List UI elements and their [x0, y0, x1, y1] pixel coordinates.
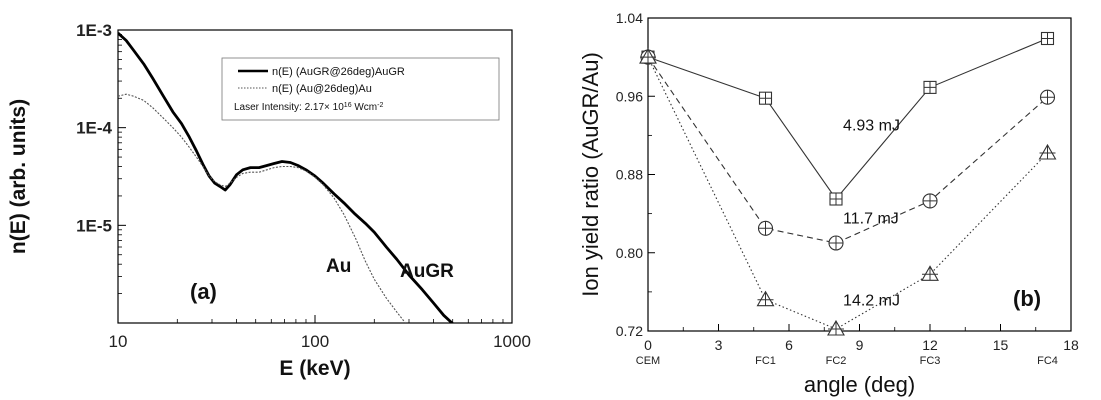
data-point-11-7-mj-4 [1039, 89, 1056, 105]
legend-label-au: n(E) (Au@26deg)Au [272, 83, 372, 95]
y-tick-label-1e-4: 1E-4 [76, 119, 112, 138]
panel-a-x-axis-label: E (keV) [279, 357, 350, 380]
marker-plus [757, 291, 774, 306]
note-unit-exponent: -2 [377, 102, 383, 109]
panel-a-legend: n(E) (AuGR@26deg)AuGR n(E) (Au@26deg)Au … [221, 57, 500, 121]
x-tick-label-15: 15 [993, 337, 1009, 353]
marker-plus [830, 193, 842, 205]
y-tick-label-1e-5: 1E-5 [76, 216, 112, 235]
x-tick-label-0: 0 [644, 337, 652, 353]
x-category-fc1: FC1 [755, 355, 776, 367]
marker-plus [829, 236, 843, 250]
panel-a-energy-spectrum: 10 100 1000 1E-3 1E-4 1E-5 n(E) (AuGR@26deg)A… [7, 21, 531, 380]
x-tick-label-1000: 1000 [493, 332, 531, 351]
note-text: Laser Intensity: 2.17× 10 [234, 102, 344, 113]
note-unit: Wcm [352, 102, 378, 113]
marker-plus [924, 81, 936, 94]
x-tick-label-10: 10 [109, 332, 128, 351]
series-label-14-2-mj: 14.2 mJ [843, 293, 900, 310]
panel-b-series-labels: 4.93 mJ 11.7 mJ 14.2 mJ [843, 117, 900, 309]
panel-b-y-axis-label: Ion yield ratio (AuGR/Au) [578, 52, 603, 297]
data-point-14-2-mj-3 [921, 265, 939, 281]
series-line-n-e-augr-26deg-augr [118, 32, 455, 323]
panel-b-ion-yield-ratio: 0 3 6 9 12 15 18 CEM FC1 FC2 FC3 FC4 0.72 0.80 0.88 0.9… [578, 10, 1079, 397]
marker-plus [1039, 145, 1056, 159]
annotation-augr: AuGR [400, 261, 454, 282]
panel-a-series [118, 32, 455, 323]
marker-plus [1041, 32, 1054, 45]
marker-plus [828, 321, 844, 335]
y-tick-label-1e-3: 1E-3 [76, 21, 112, 40]
series-label-4-93-mj: 4.93 mJ [843, 117, 900, 134]
data-point-14-2-mj-4 [1038, 143, 1057, 160]
data-point-11-7-mj-2 [828, 235, 844, 251]
data-point-4-93-mj-3 [923, 80, 937, 94]
y-tick-label-0-96: 0.96 [616, 88, 643, 104]
y-tick-label-1-04: 1.04 [616, 10, 643, 26]
marker-plus [640, 49, 656, 64]
x-category-fc3: FC3 [920, 355, 941, 367]
series-label-11-7-mj: 11.7 mJ [843, 210, 899, 227]
legend-laser-intensity-note: Laser Intensity: 2.17× 1016 Wcm-2 [234, 102, 383, 114]
x-tick-label-100: 100 [301, 332, 329, 351]
panel-b-series [639, 31, 1057, 336]
x-category-fc4: FC4 [1037, 355, 1058, 367]
series-line-11-7-mj [647, 56, 1048, 244]
note-exponent: 16 [344, 102, 352, 109]
data-point-4-93-mj-4 [1040, 31, 1055, 46]
panel-b-label: (b) [1013, 286, 1041, 311]
x-tick-label-12: 12 [922, 337, 938, 353]
panel-a-y-axis-label: n(E) (arb. units) [7, 99, 30, 254]
panel-b-x-axis-label: angle (deg) [804, 372, 915, 397]
data-point-11-7-mj-1 [757, 220, 774, 236]
x-tick-label-18: 18 [1063, 337, 1079, 353]
data-point-4-93-mj-1 [758, 91, 773, 105]
series-line-14-2-mj [647, 56, 1048, 330]
panel-a-ticks: 10 100 1000 1E-3 1E-4 1E-5 [76, 21, 531, 351]
y-tick-label-0-88: 0.88 [616, 167, 643, 183]
data-point-4-93-mj-2 [829, 192, 843, 206]
annotation-au: Au [326, 256, 351, 277]
marker-plus [758, 221, 773, 236]
x-category-fc2: FC2 [826, 355, 847, 367]
marker-plus [923, 193, 937, 208]
data-point-14-2-mj-2 [827, 319, 845, 336]
marker-plus [1040, 90, 1055, 105]
panel-b-plot-frame [647, 17, 1072, 332]
series-line-n-e-au-26deg-au [118, 93, 407, 323]
panel-a-label: (a) [190, 279, 217, 304]
panel-b-ticks: 0 3 6 9 12 15 18 CEM FC1 FC2 FC3 FC4 0.72 0.80 0.88 0.9… [616, 10, 1079, 367]
x-tick-label-6: 6 [785, 337, 793, 353]
marker-plus [922, 266, 938, 281]
x-tick-label-3: 3 [715, 337, 723, 353]
y-tick-label-0-72: 0.72 [616, 323, 643, 339]
x-tick-label-9: 9 [856, 337, 864, 353]
data-point-14-2-mj-1 [756, 290, 775, 307]
legend-label-augr: n(E) (AuGR@26deg)AuGR [272, 66, 405, 78]
legend-box [221, 57, 500, 121]
x-category-cem: CEM [636, 355, 660, 367]
data-point-14-2-mj-0 [639, 47, 657, 64]
y-tick-label-0-80: 0.80 [616, 245, 643, 261]
marker-plus [759, 92, 772, 105]
data-point-11-7-mj-3 [922, 193, 938, 209]
